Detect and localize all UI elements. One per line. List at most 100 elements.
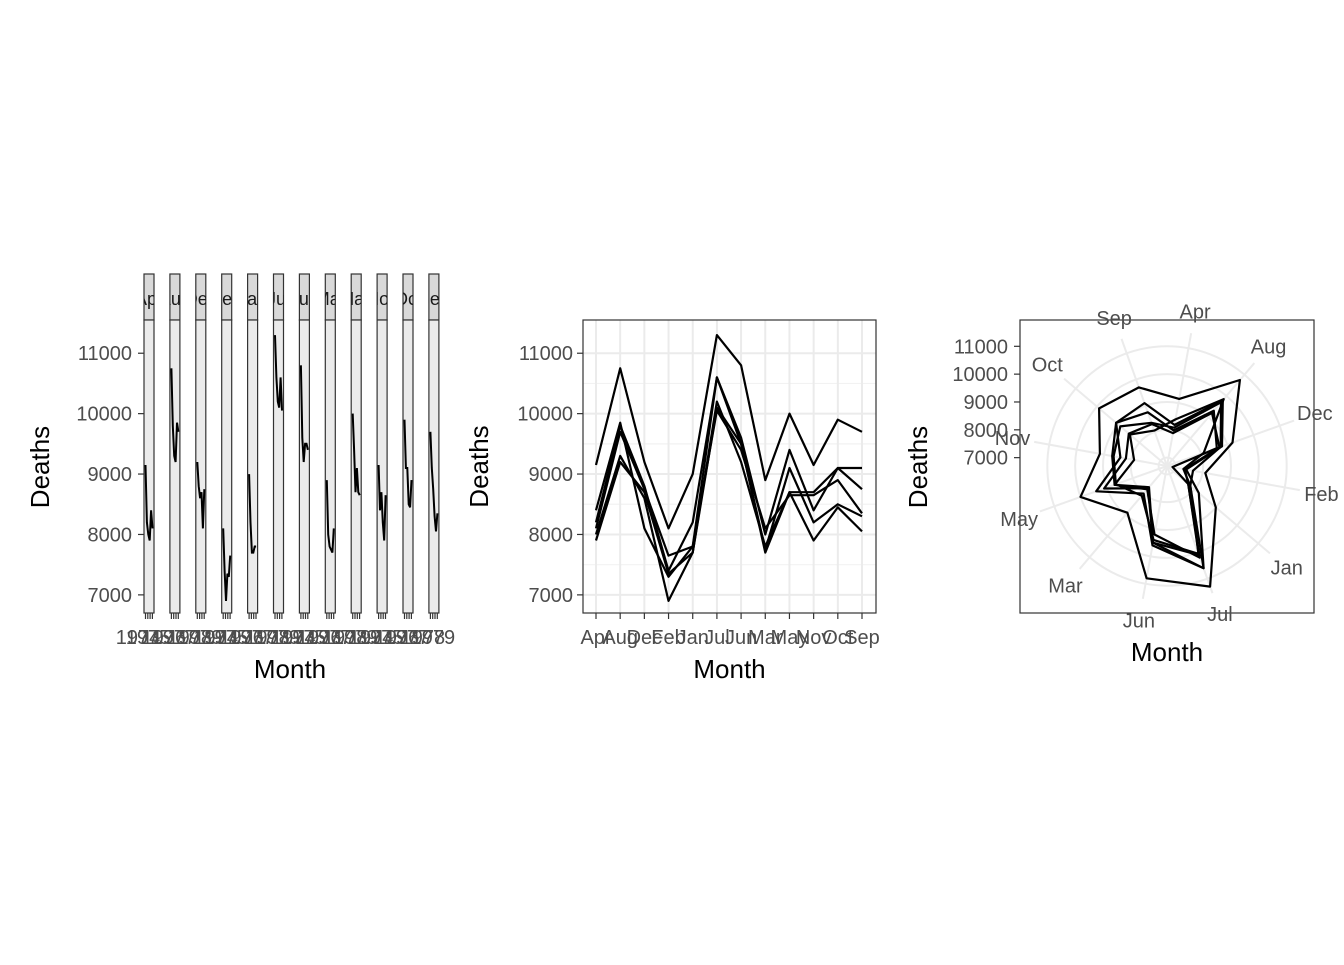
panel-b-y-axis-title: Deaths: [464, 425, 494, 507]
polar-angle-label: Mar: [1048, 576, 1083, 598]
facet-panel: [195, 319, 207, 614]
facet-dec: Dec: [195, 273, 207, 619]
facet-panel: [143, 319, 155, 614]
facet-strip-label: Oct: [394, 289, 422, 309]
polar-spoke: [1078, 465, 1168, 570]
panel-a-x-tick-label: 1978: [323, 627, 368, 649]
panel-c-x-axis-title: Month: [1131, 637, 1203, 667]
polar-angle-label: Oct: [1032, 354, 1064, 376]
panel-b-y-tick-label: 8000: [529, 524, 574, 546]
facet-panel: [350, 319, 362, 614]
facet-panel: [324, 319, 336, 614]
facet-trace: [377, 464, 387, 541]
facet-strip-label: Apr: [135, 289, 163, 309]
panel-b-x-axis-title: Month: [693, 654, 765, 684]
panel-a-x-tick-label: 1977: [385, 627, 430, 649]
panel-b-y-tick-label: 9000: [529, 464, 574, 486]
facet-strip-label: May: [339, 289, 373, 309]
polar-angle-label: Jun: [1123, 610, 1155, 632]
facet-strip-label: Feb: [211, 289, 242, 309]
panel-c-y-tick-label: 9000: [964, 392, 1009, 414]
facet-strip-label: Nov: [366, 289, 398, 309]
panel-a-x-tick-label: 1975: [126, 627, 171, 649]
polar-series-line-1: [1079, 378, 1241, 588]
panel-a-x-tick-label: 1976: [297, 627, 342, 649]
polar-angle-label: Apr: [1180, 302, 1211, 324]
panel-a-x-tick-label: 1978: [245, 627, 290, 649]
panel-b-border: [582, 319, 877, 614]
series-line-6: [594, 409, 863, 557]
polar-angle-label: Jul: [1207, 604, 1233, 626]
panel-b-x-tick-label: Feb: [651, 627, 685, 649]
facet-aug: Aug: [159, 273, 191, 619]
facet-may: May: [339, 273, 373, 619]
panel-b-x-tick-label: Jan: [677, 627, 709, 649]
polar-spoke: [1166, 465, 1300, 492]
polar-angle-label: May: [1000, 509, 1038, 531]
panel-c-border: [1019, 319, 1315, 614]
series-line-1: [594, 334, 863, 530]
panel-a-x-tick-label: 1974: [193, 627, 238, 649]
panel-a-x-tick-label: 1978: [401, 627, 446, 649]
panel-b: 7000 8000 9000 10000 11000 AprAugDecFebJanJul…: [464, 319, 880, 684]
facet-trace: [274, 335, 283, 411]
polar-angle-label: Sep: [1096, 308, 1132, 330]
panel-a-x-tick-label: 1975: [203, 627, 248, 649]
panel-a-x-tick-label: 1975: [281, 627, 326, 649]
panel-c-y-tick-label: 10000: [952, 364, 1008, 386]
facet-apr: Apr: [135, 273, 163, 619]
polar-angle-label: Feb: [1304, 484, 1338, 506]
panel-b-x-tick-label: Oct: [822, 627, 854, 649]
facet-panel: [221, 319, 233, 614]
panel-b-x-tick-label: Sep: [844, 627, 880, 649]
panel-a-y-tick-label: 9000: [88, 464, 133, 486]
facet-sep: Sep: [428, 273, 440, 619]
panel-a-x-tick-label: 1979: [255, 627, 300, 649]
facet-strip-label: Aug: [159, 289, 191, 309]
facet-trace: [403, 419, 413, 508]
facet-panel: [247, 319, 259, 614]
facet-panel: [376, 319, 388, 614]
polar-series-line-6: [1112, 401, 1223, 555]
facet-feb: Feb: [211, 273, 242, 619]
panel-a-x-tick-label: 1975: [359, 627, 404, 649]
panel-b-y-tick-label: 7000: [529, 585, 574, 607]
panel-a-x-tick-label: 1978: [168, 627, 213, 649]
panel-a-x-tick-label: 1979: [333, 627, 378, 649]
panel-b-x-tick-label: Aug: [602, 627, 638, 649]
facet-trace: [170, 368, 180, 463]
facet-trace: [222, 528, 232, 601]
facet-strip-label: Jan: [238, 289, 267, 309]
facet-trace: [351, 413, 361, 496]
panel-c-y-axis-title: Deaths: [903, 426, 933, 508]
polar-series-line-5: [1113, 398, 1225, 570]
panel-a-x-tick-label: 1976: [375, 627, 420, 649]
panel-a-y-axis-title: Deaths: [25, 426, 55, 508]
polar-angle-label: Aug: [1251, 336, 1287, 358]
panel-c-y-tick-label: 8000: [964, 420, 1009, 442]
panel-a-x-tick-label: 1974: [349, 627, 394, 649]
polar-angle-label: Jan: [1271, 558, 1303, 580]
panel-b-x-tick-label: Jun: [725, 627, 757, 649]
facet-jun: Jun: [298, 273, 310, 619]
polar-spoke: [1166, 465, 1214, 594]
panel-c-y-tick-label: 7000: [964, 448, 1009, 470]
panel-a-x-tick-label: 1977: [307, 627, 352, 649]
facet-jul: Jul: [272, 273, 285, 619]
facet-trace: [325, 480, 335, 554]
panel-a-x-tick-label: 1977: [152, 627, 197, 649]
panel-a-y-tick-label: 10000: [76, 404, 132, 426]
facet-jan: Jan: [238, 273, 267, 619]
polar-grid-circle: [1101, 400, 1233, 532]
panel-a-x-tick-label: 1979: [411, 627, 456, 649]
panel-a-y-tick-label: 11000: [78, 343, 132, 365]
facet-trace: [248, 474, 257, 554]
panel-a-x-tick-label: 1979: [178, 627, 223, 649]
panel-b-x-tick-label: Dec: [627, 627, 663, 649]
facet-trace: [144, 464, 154, 541]
facet-panel: [272, 319, 285, 614]
panel-a-x-tick-label: 1974: [271, 627, 316, 649]
facet-trace: [429, 431, 439, 532]
